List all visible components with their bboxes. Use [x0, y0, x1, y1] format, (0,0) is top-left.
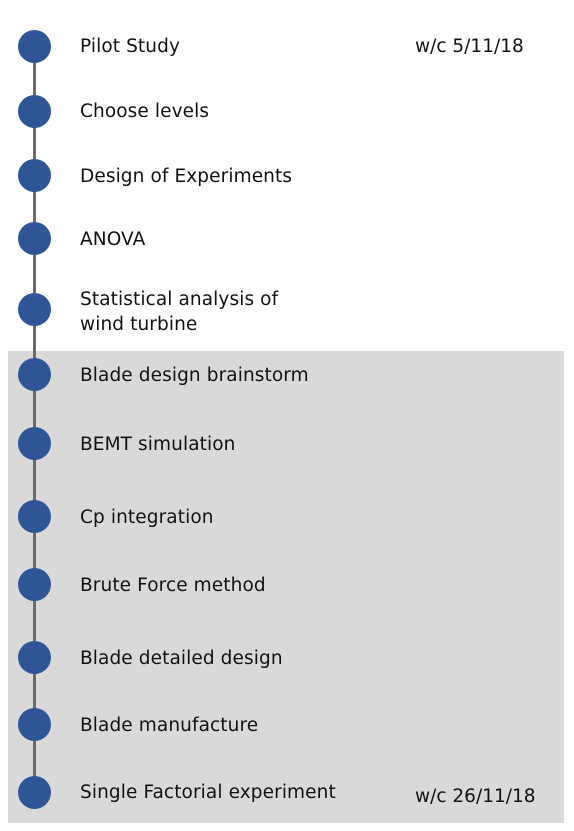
step-date: w/c 5/11/18	[415, 36, 524, 57]
step-label: Blade design brainstorm	[80, 365, 309, 386]
highlight-band	[8, 351, 564, 823]
milestone-dot	[18, 222, 51, 255]
step-label: Blade detailed design	[80, 648, 283, 669]
step-label: BEMT simulation	[80, 434, 236, 455]
milestone-dot	[18, 568, 51, 601]
step-date: w/c 26/11/18	[415, 786, 536, 807]
step-label: Pilot Study	[80, 36, 180, 57]
milestone-dot	[18, 30, 51, 63]
milestone-dot	[18, 641, 51, 674]
milestone-dot	[18, 95, 51, 128]
step-label: Blade manufacture	[80, 715, 259, 736]
step-label: Choose levels	[80, 101, 210, 122]
milestone-dot	[18, 708, 51, 741]
step-label: Design of Experiments	[80, 166, 293, 187]
step-label: ANOVA	[80, 229, 146, 250]
milestone-dot	[18, 776, 51, 809]
step-label: Cp integration	[80, 507, 214, 528]
timeline-spine	[33, 46, 36, 794]
milestone-dot	[18, 358, 51, 391]
milestone-dot	[18, 293, 51, 326]
milestone-dot	[18, 159, 51, 192]
step-label: Brute Force method	[80, 575, 266, 596]
step-label: Single Factorial experiment	[80, 782, 336, 803]
milestone-dot	[18, 427, 51, 460]
milestone-dot	[18, 500, 51, 533]
step-label: Statistical analysis of wind turbine	[80, 289, 279, 335]
